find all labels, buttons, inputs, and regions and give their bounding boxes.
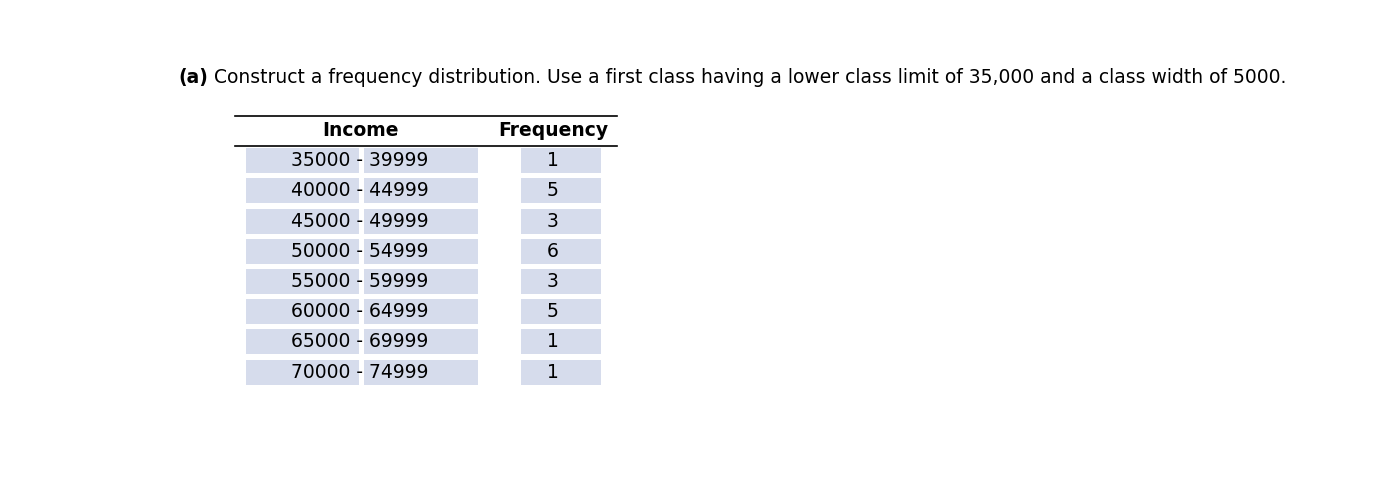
FancyBboxPatch shape (246, 208, 359, 234)
Text: Frequency: Frequency (498, 121, 608, 140)
FancyBboxPatch shape (521, 178, 601, 204)
Text: 40000 - 44999: 40000 - 44999 (292, 182, 428, 200)
FancyBboxPatch shape (246, 329, 359, 354)
FancyBboxPatch shape (246, 299, 359, 324)
FancyBboxPatch shape (521, 208, 601, 234)
Text: Income: Income (322, 121, 398, 140)
Text: 6: 6 (547, 242, 558, 261)
FancyBboxPatch shape (521, 359, 601, 385)
Text: 50000 - 54999: 50000 - 54999 (292, 242, 428, 261)
Text: 1: 1 (547, 362, 558, 381)
FancyBboxPatch shape (521, 148, 601, 174)
FancyBboxPatch shape (246, 269, 359, 294)
Text: 60000 - 64999: 60000 - 64999 (292, 302, 428, 321)
Text: 3: 3 (547, 212, 558, 231)
FancyBboxPatch shape (365, 329, 478, 354)
FancyBboxPatch shape (365, 208, 478, 234)
FancyBboxPatch shape (246, 359, 359, 385)
Text: 1: 1 (547, 332, 558, 351)
Text: 65000 - 69999: 65000 - 69999 (292, 332, 428, 351)
FancyBboxPatch shape (365, 148, 478, 174)
FancyBboxPatch shape (365, 299, 478, 324)
Text: 5: 5 (547, 182, 558, 200)
Text: 1: 1 (547, 151, 558, 170)
FancyBboxPatch shape (246, 178, 359, 204)
Text: 45000 - 49999: 45000 - 49999 (292, 212, 428, 231)
FancyBboxPatch shape (521, 329, 601, 354)
Text: 5: 5 (547, 302, 558, 321)
FancyBboxPatch shape (246, 239, 359, 264)
FancyBboxPatch shape (246, 148, 359, 174)
Text: (a): (a) (178, 68, 207, 87)
Text: 70000 - 74999: 70000 - 74999 (292, 362, 428, 381)
Text: Construct a frequency distribution. Use a first class having a lower class limit: Construct a frequency distribution. Use … (209, 68, 1287, 87)
FancyBboxPatch shape (365, 239, 478, 264)
FancyBboxPatch shape (365, 359, 478, 385)
FancyBboxPatch shape (521, 239, 601, 264)
Text: 35000 - 39999: 35000 - 39999 (292, 151, 428, 170)
FancyBboxPatch shape (521, 269, 601, 294)
Text: 3: 3 (547, 272, 558, 291)
Text: 55000 - 59999: 55000 - 59999 (292, 272, 428, 291)
FancyBboxPatch shape (521, 299, 601, 324)
FancyBboxPatch shape (365, 178, 478, 204)
FancyBboxPatch shape (365, 269, 478, 294)
